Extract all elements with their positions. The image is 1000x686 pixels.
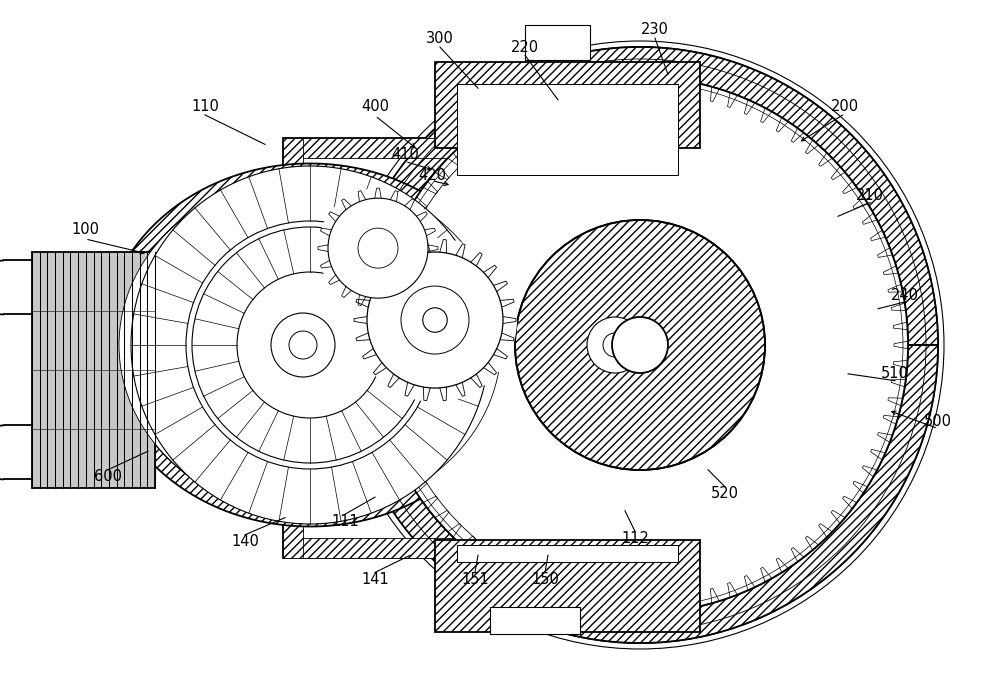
Circle shape (515, 220, 765, 470)
Polygon shape (615, 139, 635, 558)
Text: 220: 220 (511, 40, 539, 55)
Text: 410: 410 (391, 147, 419, 162)
Bar (457, 84, 678, 175)
Bar (32, 252, 155, 488)
Text: 400: 400 (361, 99, 389, 114)
Bar (303, 158, 615, 538)
Text: 420: 420 (418, 167, 446, 182)
Circle shape (401, 286, 469, 354)
Circle shape (131, 166, 489, 524)
Ellipse shape (110, 165, 510, 525)
Bar (457, 545, 678, 562)
Text: 240: 240 (891, 287, 919, 303)
Circle shape (358, 228, 398, 268)
Circle shape (289, 331, 317, 359)
Circle shape (318, 188, 438, 308)
Text: 151: 151 (461, 572, 489, 587)
Circle shape (186, 221, 434, 469)
Text: 520: 520 (711, 486, 739, 501)
Circle shape (603, 333, 627, 357)
Bar (435, 540, 700, 632)
Circle shape (342, 47, 938, 643)
Circle shape (302, 337, 318, 353)
Circle shape (423, 308, 447, 332)
Circle shape (367, 252, 503, 388)
Text: 510: 510 (881, 366, 909, 381)
Circle shape (612, 317, 668, 373)
Polygon shape (283, 139, 635, 158)
Polygon shape (110, 165, 510, 525)
Text: 150: 150 (531, 572, 559, 587)
Ellipse shape (128, 184, 492, 506)
Text: 500: 500 (924, 414, 952, 429)
Bar (525, 25, 590, 60)
Text: 140: 140 (231, 534, 259, 549)
Text: 300: 300 (426, 31, 454, 46)
Circle shape (290, 325, 330, 365)
Text: 210: 210 (856, 188, 884, 203)
Ellipse shape (119, 176, 501, 514)
Polygon shape (283, 538, 635, 558)
Bar (283, 139, 635, 558)
Text: 200: 200 (831, 99, 859, 114)
Text: 112: 112 (621, 531, 649, 545)
Circle shape (372, 77, 908, 613)
Bar (490, 606, 580, 634)
Text: 230: 230 (641, 23, 669, 38)
Text: 110: 110 (191, 99, 219, 114)
Text: 100: 100 (71, 222, 99, 237)
Polygon shape (283, 139, 303, 558)
Circle shape (353, 238, 517, 402)
Polygon shape (102, 163, 518, 526)
Circle shape (271, 313, 335, 377)
Circle shape (328, 198, 428, 298)
Circle shape (237, 272, 383, 418)
Circle shape (587, 317, 643, 373)
Text: 600: 600 (94, 469, 122, 484)
Text: 141: 141 (361, 572, 389, 587)
Bar (435, 62, 700, 148)
Circle shape (192, 227, 428, 463)
Text: 111: 111 (331, 514, 359, 529)
Polygon shape (342, 47, 938, 643)
